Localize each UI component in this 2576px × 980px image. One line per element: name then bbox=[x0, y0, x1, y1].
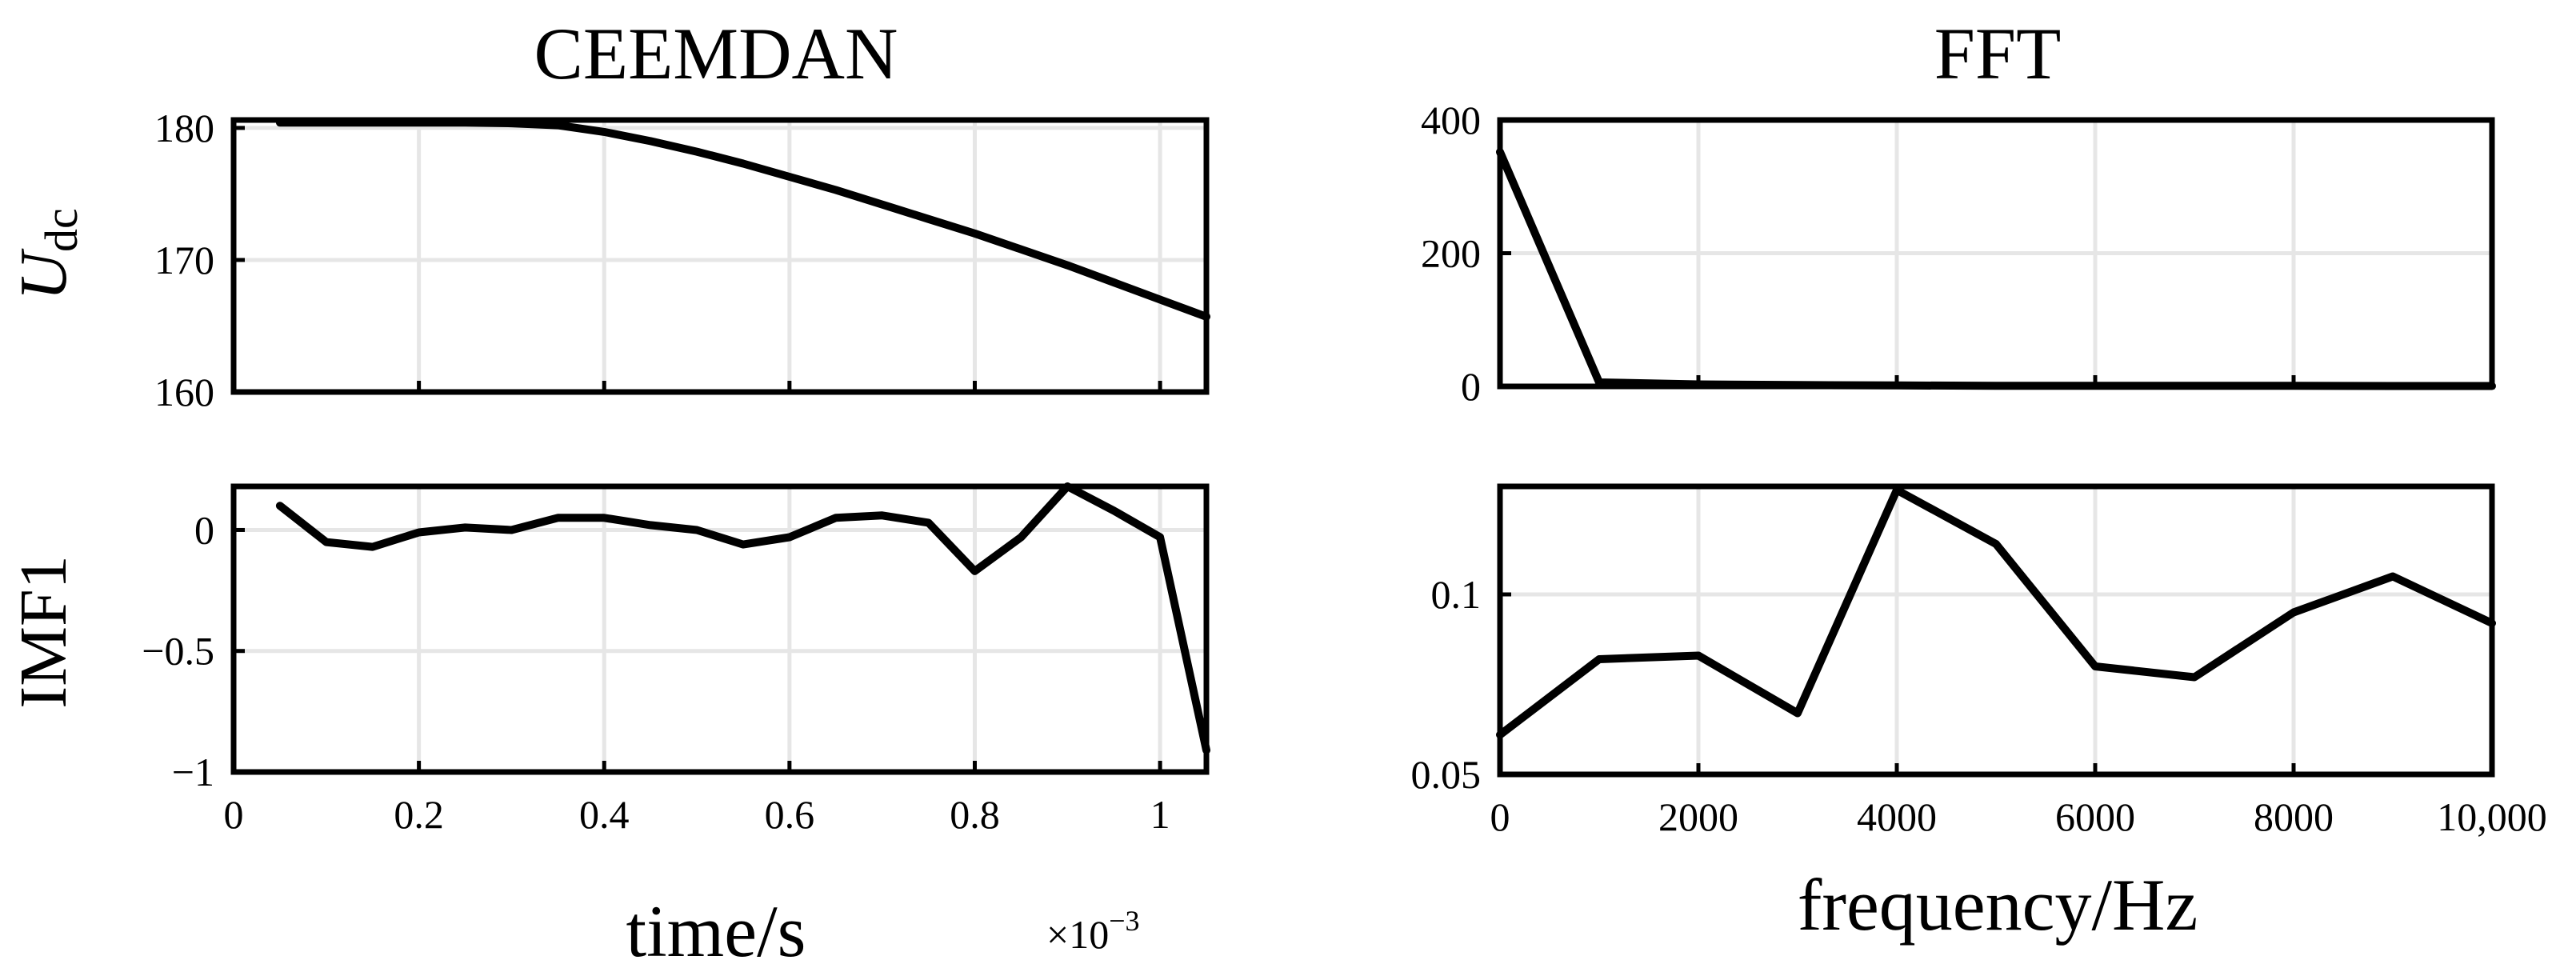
imf1-x-tick-label-2: 0.4 bbox=[579, 792, 630, 837]
imf1-y-tick-label-1: −0.5 bbox=[142, 629, 214, 674]
imf1-x-tick-label-5: 1 bbox=[1150, 792, 1170, 837]
udc-axis-label: Udc bbox=[6, 208, 87, 300]
imf1-axes-frame bbox=[230, 483, 1210, 775]
fft-zoom-x-tick-label-2: 4000 bbox=[1857, 794, 1937, 839]
fft-zoom-x-tick-label-1: 2000 bbox=[1658, 794, 1738, 839]
imf1-series-line bbox=[275, 482, 1210, 754]
fft-zoom-series-line bbox=[1496, 486, 2496, 739]
imf1-y-tick-label-0: −1 bbox=[172, 750, 214, 794]
fft-zoom-x-tick-label-3: 6000 bbox=[2055, 794, 2135, 839]
imf1-x-tick-label-1: 0.2 bbox=[394, 792, 444, 837]
udc-axis-label-sub: dc bbox=[35, 208, 87, 252]
udc-axes-frame bbox=[230, 117, 1210, 395]
udc-y-tick-label-0: 160 bbox=[154, 370, 214, 414]
fft-magnitude-panel: 0 200 400 bbox=[1421, 98, 2496, 409]
udc-panel: 160 170 180 bbox=[154, 106, 1210, 414]
imf1-axis-label: IMF1 bbox=[6, 555, 81, 708]
fft-zoom-axes-frame bbox=[1497, 483, 2495, 778]
left-title: CEEMDAN bbox=[534, 13, 898, 94]
fft-magnitude-y-tick-label-2: 400 bbox=[1421, 98, 1481, 142]
fft-zoom-x-tick-label-4: 8000 bbox=[2254, 794, 2334, 839]
fft-zoom-x-tick-label-0: 0 bbox=[1490, 794, 1510, 839]
udc-axis-label-main: U bbox=[6, 248, 81, 301]
right-x-axis-label: frequency/Hz bbox=[1798, 864, 2198, 946]
udc-y-tick-label-1: 170 bbox=[154, 238, 214, 282]
fft-zoom-x-tick-label-5: 10,000 bbox=[2437, 794, 2547, 839]
fft-magnitude-y-tick-label-1: 200 bbox=[1421, 231, 1481, 276]
imf1-y-tick-label-2: 0 bbox=[194, 507, 214, 552]
fft-zoom-y-tick-label-1: 0.1 bbox=[1431, 572, 1482, 617]
imf1-x-tick-label-4: 0.8 bbox=[950, 792, 1000, 837]
x-scale-multiplier-base: ×10 bbox=[1046, 912, 1109, 957]
udc-y-tick-label-2: 180 bbox=[154, 106, 214, 150]
left-x-axis-label: time/s bbox=[626, 890, 806, 972]
x-scale-multiplier-exponent: −3 bbox=[1109, 905, 1139, 937]
right-title: FFT bbox=[1934, 13, 2062, 94]
x-scale-multiplier: ×10−3 bbox=[1046, 905, 1140, 957]
fft-zoom-panel: 0 2000 4000 6000 8000 10,000 0.05 0.1 bbox=[1411, 483, 2547, 839]
imf1-x-tick-label-0: 0 bbox=[224, 792, 244, 837]
imf1-x-tick-label-3: 0.6 bbox=[765, 792, 815, 837]
fft-magnitude-y-tick-label-0: 0 bbox=[1461, 364, 1481, 409]
fft-zoom-y-tick-label-0: 0.05 bbox=[1411, 752, 1482, 797]
imf1-panel: 0 0.2 0.4 0.6 0.8 1 −1 −0.5 0 bbox=[142, 482, 1210, 837]
